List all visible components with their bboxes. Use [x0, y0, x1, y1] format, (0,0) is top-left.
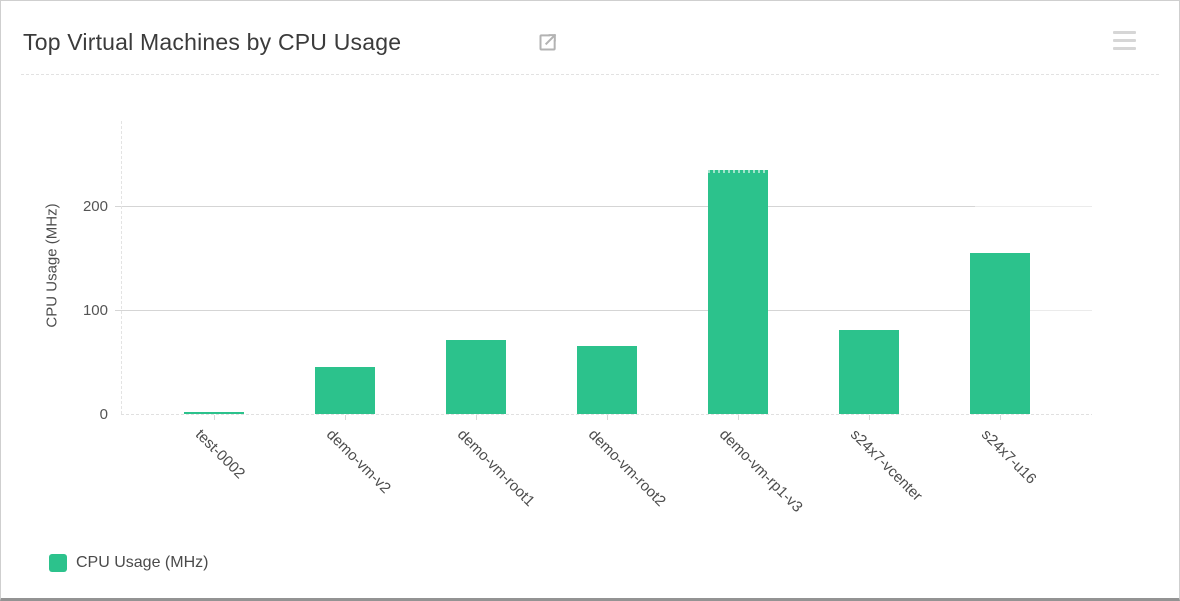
gridline [115, 310, 1092, 311]
gridline [115, 206, 1092, 207]
x-axis-label-demo-vm-root2: demo-vm-root2 [584, 426, 669, 510]
hamburger-menu-icon [1113, 31, 1137, 50]
x-axis-label-test-0002: test-0002 [191, 426, 248, 483]
x-axis-tick [868, 415, 870, 420]
bar-demo-vm-v2[interactable] [314, 367, 375, 414]
bar-s24x7-vcenter[interactable] [838, 330, 899, 414]
popout-button[interactable] [538, 32, 558, 52]
y-tick-label: 100 [82, 302, 108, 319]
x-axis-label-demo-vm-rp1-v3: demo-vm-rp1-v3 [715, 426, 806, 516]
bar-demo-vm-root1[interactable] [445, 340, 506, 414]
x-axis-tick [344, 415, 346, 420]
widget-menu-button[interactable] [1113, 31, 1137, 53]
bar-test-0002[interactable] [183, 412, 244, 414]
x-axis-line [121, 414, 1092, 415]
x-axis-tick [606, 415, 608, 420]
legend-label: CPU Usage (MHz) [76, 554, 209, 571]
x-axis-label-s24x7-vcenter: s24x7-vcenter [846, 426, 926, 505]
x-axis-tick [213, 415, 215, 420]
legend-swatch-icon [49, 554, 67, 572]
bar-demo-vm-root2[interactable] [576, 346, 637, 414]
x-axis-tick [475, 415, 477, 420]
x-axis-label-demo-vm-root1: demo-vm-root1 [453, 426, 538, 510]
bar-s24x7-u16[interactable] [969, 253, 1030, 414]
legend-item-cpu-usage[interactable]: CPU Usage (MHz) [49, 554, 208, 572]
y-axis-line [121, 119, 122, 414]
x-axis-tick [737, 415, 739, 420]
external-link-icon [538, 32, 558, 52]
y-tick-label: 0 [99, 406, 108, 423]
header-divider [21, 74, 1161, 75]
x-axis-tick [999, 415, 1001, 420]
x-axis-label-demo-vm-v2: demo-vm-v2 [322, 426, 394, 497]
bar-demo-vm-rp1-v3[interactable] [707, 170, 768, 414]
y-tick-label: 200 [82, 198, 108, 215]
x-axis-label-s24x7-u16: s24x7-u16 [977, 426, 1040, 488]
widget-title: Top Virtual Machines by CPU Usage [23, 29, 402, 55]
